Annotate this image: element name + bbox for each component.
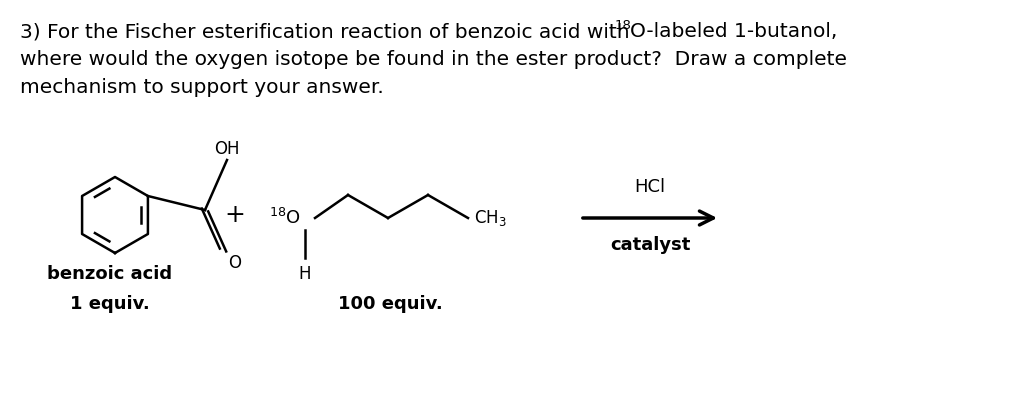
Text: 3) For the Fischer esterification reaction of benzoic acid with: 3) For the Fischer esterification reacti… xyxy=(20,22,636,41)
Text: 100 equiv.: 100 equiv. xyxy=(338,295,442,313)
Text: 18: 18 xyxy=(615,19,632,32)
Text: HCl: HCl xyxy=(635,178,666,196)
Text: OH: OH xyxy=(214,140,240,158)
Text: O-labeled 1-butanol,: O-labeled 1-butanol, xyxy=(630,22,838,41)
Text: benzoic acid: benzoic acid xyxy=(47,265,173,283)
Text: $^{18}$O: $^{18}$O xyxy=(269,208,301,228)
Text: CH$_3$: CH$_3$ xyxy=(474,208,507,228)
Text: mechanism to support your answer.: mechanism to support your answer. xyxy=(20,78,384,97)
Text: 1 equiv.: 1 equiv. xyxy=(70,295,150,313)
Text: +: + xyxy=(224,203,246,227)
Text: H: H xyxy=(299,265,311,283)
Text: where would the oxygen isotope be found in the ester product?  Draw a complete: where would the oxygen isotope be found … xyxy=(20,50,847,69)
Text: O: O xyxy=(228,254,241,272)
Text: catalyst: catalyst xyxy=(610,236,690,254)
